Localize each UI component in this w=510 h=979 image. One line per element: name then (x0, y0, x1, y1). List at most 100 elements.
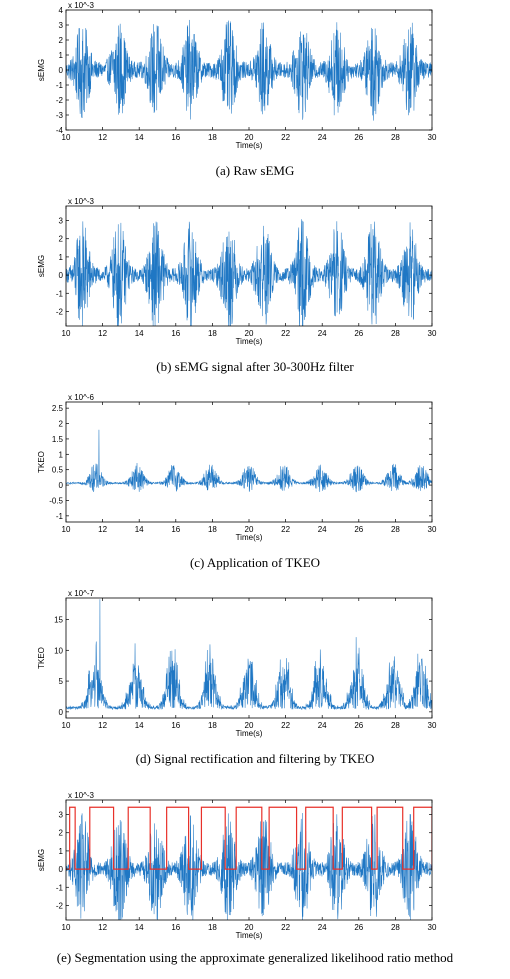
segmentation-line (66, 806, 432, 870)
x-tick-label: 12 (98, 923, 107, 932)
y-tick-label: -4 (56, 126, 64, 135)
x-tick-label: 22 (281, 329, 290, 338)
axis-exponent: x 10^-3 (68, 1, 95, 10)
y-tick-label: 0 (59, 66, 64, 75)
x-tick-label: 12 (98, 329, 107, 338)
chart-panel-4: 10 12 14 16 18 20 22 24 26 28 30 15 10 5 0 x 10^-7 Time(… (37, 589, 437, 766)
panel-caption: (e) Segmentation using the approximate g… (57, 950, 454, 965)
x-tick-label: 16 (171, 923, 180, 932)
x-tick-label: 14 (135, 329, 144, 338)
y-tick-label: 1 (59, 847, 64, 856)
x-tick-label: 20 (245, 133, 254, 142)
axis-exponent: x 10^-3 (68, 197, 95, 206)
y-tick-label: -2 (56, 96, 64, 105)
y-tick-label: -2 (56, 901, 64, 910)
y-axis-label: TKEO (37, 647, 46, 669)
x-tick-label: 20 (245, 721, 254, 730)
x-tick-label: 28 (391, 721, 400, 730)
x-tick-label: 10 (62, 923, 71, 932)
x-tick-label: 12 (98, 721, 107, 730)
x-tick-label: 18 (208, 133, 217, 142)
y-tick-label: -1 (56, 289, 64, 298)
x-tick-label: 22 (281, 721, 290, 730)
y-axis-label: sEMG (37, 849, 46, 871)
y-tick-label: -3 (56, 111, 64, 120)
axis-exponent: x 10^-6 (68, 393, 95, 402)
x-tick-label: 10 (62, 721, 71, 730)
x-tick-label: 30 (428, 525, 437, 534)
x-tick-label: 26 (354, 329, 363, 338)
y-tick-label: 3 (59, 217, 64, 226)
y-tick-label: 3 (59, 811, 64, 820)
y-tick-label: 5 (59, 677, 64, 686)
x-tick-label: 10 (62, 525, 71, 534)
x-tick-label: 22 (281, 133, 290, 142)
signal-series (66, 599, 432, 711)
axis-exponent: x 10^-3 (68, 791, 95, 800)
x-tick-label: 22 (281, 525, 290, 534)
x-tick-label: 28 (391, 923, 400, 932)
x-tick-label: 14 (135, 525, 144, 534)
y-tick-label: -0.5 (49, 496, 63, 505)
x-tick-label: 14 (135, 923, 144, 932)
y-tick-label: 0 (59, 481, 64, 490)
x-tick-label: 14 (135, 133, 144, 142)
y-tick-label: -2 (56, 307, 64, 316)
x-axis-label: Time(s) (236, 729, 263, 738)
x-axis-label: Time(s) (236, 337, 263, 346)
x-tick-label: 28 (391, 329, 400, 338)
x-tick-label: 30 (428, 923, 437, 932)
y-tick-label: 0 (59, 708, 64, 717)
signal-series (66, 429, 432, 493)
axis-exponent: x 10^-7 (68, 589, 95, 598)
x-tick-label: 12 (98, 133, 107, 142)
x-tick-label: 12 (98, 525, 107, 534)
y-axis-label: sEMG (37, 255, 46, 277)
x-tick-label: 30 (428, 329, 437, 338)
x-tick-label: 30 (428, 721, 437, 730)
signal-series (66, 812, 432, 920)
x-tick-label: 18 (208, 721, 217, 730)
x-tick-label: 16 (171, 133, 180, 142)
y-axis-label: TKEO (37, 451, 46, 473)
x-tick-label: 16 (171, 721, 180, 730)
x-tick-label: 26 (354, 721, 363, 730)
y-tick-label: 3 (59, 21, 64, 30)
x-tick-label: 20 (245, 923, 254, 932)
y-tick-label: 1 (59, 253, 64, 262)
y-tick-label: 2 (59, 235, 64, 244)
x-tick-label: 28 (391, 133, 400, 142)
y-tick-label: -1 (56, 883, 64, 892)
x-tick-label: 16 (171, 329, 180, 338)
y-tick-label: 1.5 (52, 435, 64, 444)
x-tick-label: 24 (318, 525, 327, 534)
x-tick-label: 26 (354, 923, 363, 932)
x-tick-label: 26 (354, 133, 363, 142)
y-tick-label: 2 (59, 829, 64, 838)
y-tick-label: 2 (59, 36, 64, 45)
x-tick-label: 26 (354, 525, 363, 534)
signal-series (66, 219, 432, 326)
x-tick-label: 14 (135, 721, 144, 730)
plot-frame (65, 401, 433, 523)
x-tick-label: 18 (208, 329, 217, 338)
y-tick-label: 4 (59, 6, 64, 15)
y-tick-label: -1 (56, 512, 64, 521)
y-axis-label: sEMG (37, 59, 46, 81)
y-tick-label: 1 (59, 450, 64, 459)
chart-panel-3: 10 12 14 16 18 20 22 24 26 28 30 2.5 2 1.5 1 0.5 0 -0.5 -1… (37, 393, 437, 570)
x-tick-label: 20 (245, 329, 254, 338)
x-tick-label: 22 (281, 923, 290, 932)
x-tick-label: 10 (62, 329, 71, 338)
y-tick-label: -1 (56, 81, 64, 90)
y-tick-label: 2.5 (52, 404, 64, 413)
x-tick-label: 18 (208, 525, 217, 534)
y-tick-label: 10 (54, 646, 63, 655)
y-tick-label: 0.5 (52, 466, 64, 475)
y-tick-label: 2 (59, 420, 64, 429)
panel-caption: (a) Raw sEMG (216, 163, 295, 178)
y-tick-label: 15 (54, 616, 63, 625)
